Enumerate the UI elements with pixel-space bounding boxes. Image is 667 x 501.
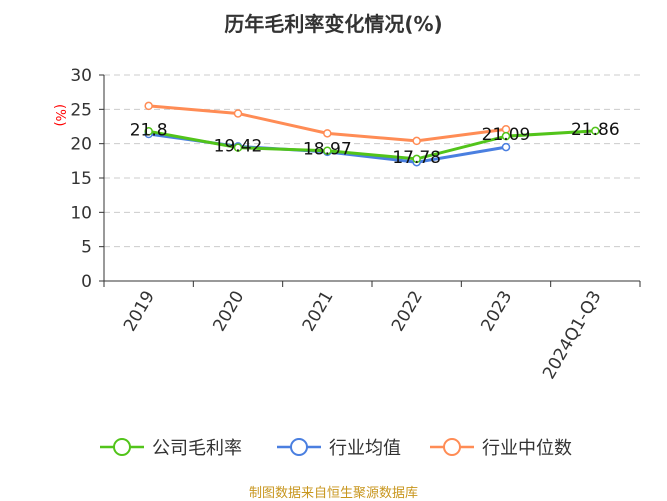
data-point [412, 136, 421, 146]
data-point [591, 126, 600, 136]
data-point [233, 109, 243, 118]
legend-label: 行业均值 [329, 438, 401, 459]
x-tick-label: 2019 [120, 288, 159, 335]
data-label: 19.42 [214, 137, 263, 157]
data-label: 21.86 [571, 120, 620, 140]
y-tick-label: 5 [81, 238, 92, 258]
data-point [501, 131, 511, 141]
y-tick-label: 15 [70, 169, 92, 189]
legend-label: 行业中位数 [482, 438, 572, 459]
y-tick-label: 30 [70, 66, 92, 86]
x-tick-label: 2023 [477, 288, 516, 335]
data-point [144, 127, 153, 136]
data-point [323, 146, 332, 155]
data-label: 18.97 [303, 140, 352, 160]
data-point [412, 154, 421, 164]
x-tick-label: 2021 [299, 288, 338, 335]
data-point [323, 129, 332, 138]
chart-title: 历年毛利率变化情况(%) [224, 12, 443, 36]
data-label: 21.09 [482, 125, 531, 145]
data-label: 17.78 [392, 148, 441, 168]
legend-marker [290, 438, 308, 456]
y-tick-label: 0 [81, 272, 92, 292]
legend-marker [113, 438, 131, 456]
y-axis-label: (%) [52, 104, 67, 127]
y-tick-label: 10 [70, 203, 92, 223]
y-tick-label: 25 [70, 100, 92, 120]
series-line [148, 129, 596, 161]
data-point [144, 101, 153, 111]
data-point [501, 142, 511, 152]
y-tick-label: 20 [70, 135, 92, 155]
legend-marker [443, 438, 461, 456]
legend-label: 公司毛利率 [152, 438, 242, 459]
data-label: 21.8 [130, 120, 168, 140]
source-note: 制图数据来自恒生聚源数据库 [248, 486, 418, 501]
x-tick-label: 2022 [388, 288, 427, 335]
x-tick-label: 2020 [209, 288, 248, 335]
data-point [233, 143, 243, 152]
x-tick-label: 2024Q1-Q3 [539, 288, 606, 383]
